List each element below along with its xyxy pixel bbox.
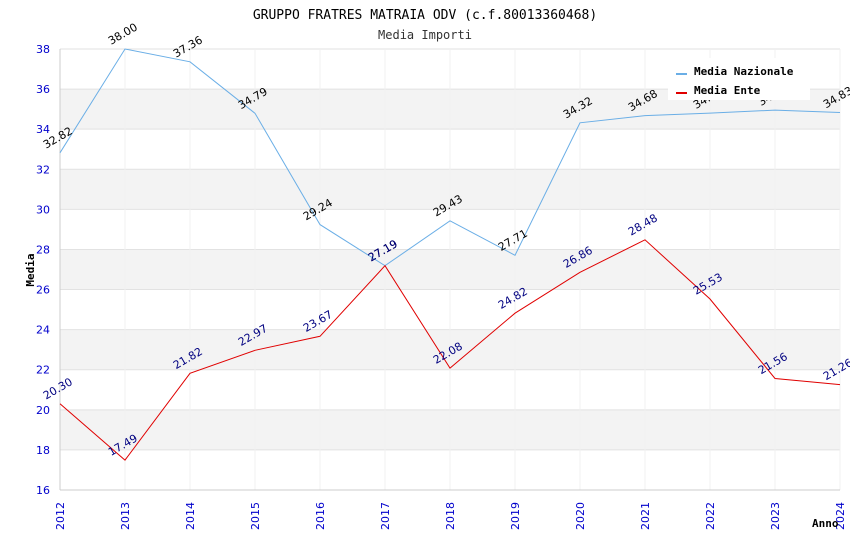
y-tick-label: 26 <box>36 284 50 297</box>
y-tick-label: 30 <box>36 203 50 216</box>
x-tick-label: 2015 <box>249 502 262 530</box>
x-tick-label: 2014 <box>184 502 197 530</box>
legend-background <box>668 58 810 100</box>
data-label: 37.36 <box>171 33 205 60</box>
x-axis-label: Anno <box>812 517 839 530</box>
chart-title: GRUPPO FRATRES MATRAIA ODV (c.f.80013360… <box>253 8 597 23</box>
x-tick-label: 2013 <box>119 502 132 530</box>
series-line-media-ente <box>59 239 841 461</box>
series-group <box>59 48 841 461</box>
y-tick-label: 32 <box>36 163 50 176</box>
x-tick-label: 2023 <box>769 502 782 530</box>
y-tick-label: 22 <box>36 364 50 377</box>
y-tick-label: 34 <box>36 123 50 136</box>
legend: Media Nazionale Media Ente <box>668 58 810 100</box>
y-tick-label: 20 <box>36 404 50 417</box>
data-label: 20.30 <box>41 375 75 402</box>
x-tick-labels: 2012 2013 2014 2015 2016 2017 2018 2019 2020 2021… <box>54 502 847 530</box>
x-tick-label: 2019 <box>509 502 522 530</box>
x-tick-label: 2024 <box>834 502 847 530</box>
y-axis-label: Media <box>24 253 37 286</box>
y-tick-label: 24 <box>36 324 50 337</box>
series-line-media-nazionale <box>59 48 841 267</box>
y-tick-label: 36 <box>36 83 50 96</box>
y-tick-labels: 16 18 20 22 24 26 28 30 32 34 36 38 <box>36 43 50 497</box>
x-tick-label: 2021 <box>639 502 652 530</box>
x-tick-label: 2012 <box>54 502 67 530</box>
legend-label-ente: Media Ente <box>694 84 761 97</box>
x-tick-label: 2018 <box>444 502 457 530</box>
y-tick-label: 28 <box>36 243 50 256</box>
gridlines <box>59 48 841 491</box>
y-tick-label: 38 <box>36 43 50 56</box>
x-tick-label: 2017 <box>379 502 392 530</box>
x-tick-label: 2020 <box>574 502 587 530</box>
chart-subtitle: Media Importi <box>378 28 472 42</box>
x-tick-label: 2022 <box>704 502 717 530</box>
legend-label-nazionale: Media Nazionale <box>694 65 794 78</box>
x-tick-label: 2016 <box>314 502 327 530</box>
data-label: 38.00 <box>106 21 140 48</box>
y-tick-label: 18 <box>36 444 50 457</box>
y-tick-label: 16 <box>36 484 50 497</box>
data-label: 28.48 <box>626 211 660 238</box>
